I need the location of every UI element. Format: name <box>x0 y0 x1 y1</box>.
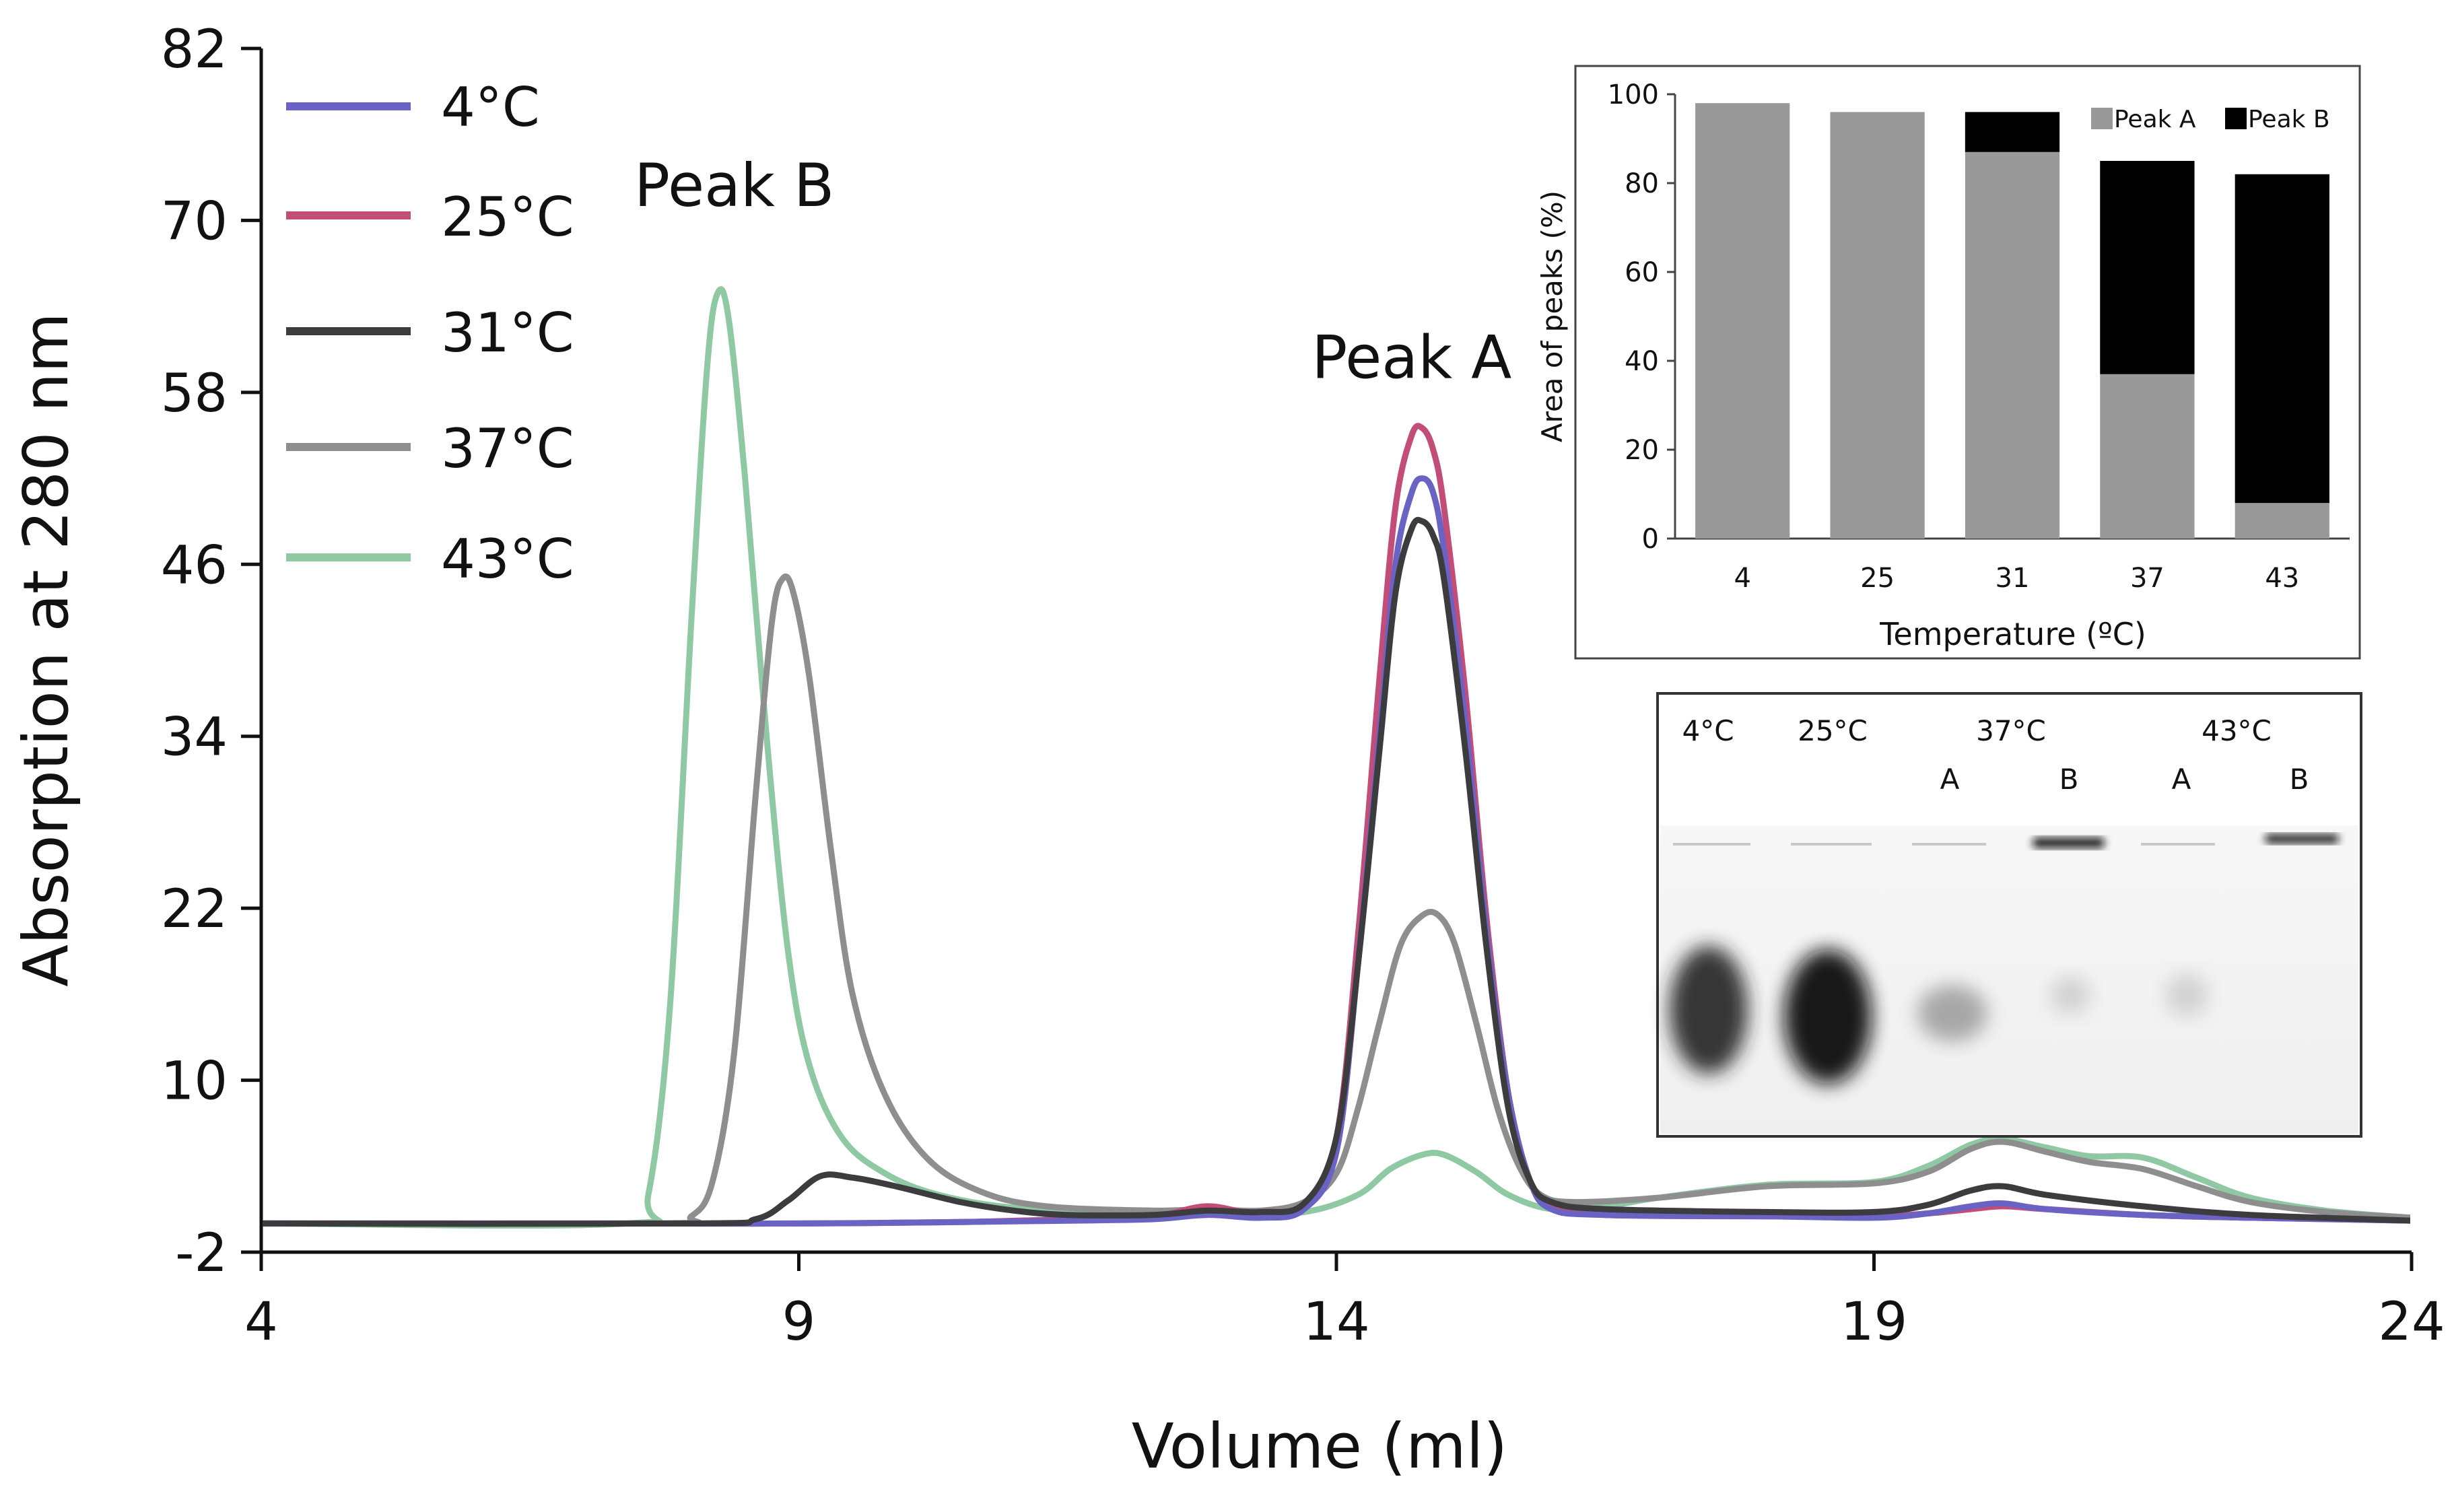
legend-item-43c: 43°C <box>286 528 574 590</box>
inset-bar-peak-b-43 <box>2235 174 2329 504</box>
inset-legend-label-peak-b: Peak B <box>2248 106 2330 133</box>
gel-body <box>1660 825 2358 1134</box>
gel-lane-label-4c: 4°C <box>1682 714 1734 747</box>
gel-band-4c <box>1670 946 1748 1074</box>
gel-lane-label-25c: 25°C <box>1798 714 1868 747</box>
series-line-4c <box>263 475 2410 1227</box>
gel-sublane-label-37c-b: B <box>2059 763 2079 796</box>
inset-x-tick-labels: 4 25 31 37 43 <box>1734 563 2299 594</box>
gel-lane-label-43c: 43°C <box>2202 714 2272 747</box>
gel-band-37c-a <box>1917 985 1987 1041</box>
inset-x-tick-label: 37 <box>2130 563 2165 594</box>
legend-item-37c: 37°C <box>286 417 574 480</box>
x-tick-label: 9 <box>782 1292 816 1352</box>
peak-b-annotation: Peak B <box>634 151 834 220</box>
gel-band-43c-b-top <box>2265 835 2338 843</box>
inset-legend: Peak A Peak B <box>2091 106 2330 133</box>
legend-label-43c: 43°C <box>441 528 574 590</box>
legend-item-25c: 25°C <box>286 186 574 248</box>
x-ticks: 4 9 14 19 24 <box>244 1252 2445 1352</box>
x-tick-label: 24 <box>2378 1292 2445 1352</box>
inset-x-tick-label: 31 <box>1996 563 2030 594</box>
inset-legend-label-peak-a: Peak A <box>2114 106 2196 133</box>
inset-y-tick-label: 60 <box>1625 257 1659 288</box>
inset-bar-peak-a-37 <box>2100 374 2195 539</box>
gel-bands <box>1670 835 2338 1084</box>
inset-bar-peak-b-37 <box>2100 161 2195 374</box>
inset-bar-peak-b-31 <box>1965 112 2060 152</box>
inset-bar-peak-a-25 <box>1830 112 1925 539</box>
inset-y-ticks: 0 20 40 60 80 100 <box>1608 79 1675 555</box>
inset-bar-peak-a-4 <box>1695 103 1790 539</box>
y-tick-label: 70 <box>161 191 228 252</box>
gel-band-37c-b-top <box>2033 838 2104 848</box>
inset-legend-swatch-peak-a <box>2091 108 2113 129</box>
gel-band-37c-b-faint <box>2050 976 2090 1014</box>
x-tick-label: 14 <box>1303 1292 1369 1352</box>
y-tick-label: 22 <box>161 879 228 940</box>
inset-y-tick-label: 20 <box>1625 435 1659 466</box>
y-ticks: -2 10 22 34 46 58 70 82 <box>161 20 261 1284</box>
chromatogram-series <box>263 286 2410 1229</box>
inset-y-tick-label: 0 <box>1642 524 1659 555</box>
inset-x-tick-label: 43 <box>2265 563 2299 594</box>
series-line-37c <box>263 573 2410 1227</box>
x-axis-title: Volume (ml) <box>1132 1410 1507 1482</box>
gel-band-25c <box>1784 949 1872 1084</box>
y-tick-label: 34 <box>161 708 228 768</box>
inset-x-tick-label: 4 <box>1734 563 1750 594</box>
y-tick-label: 10 <box>161 1052 228 1112</box>
inset-y-axis-title: Area of peaks (%) <box>1536 191 1569 442</box>
gel-lane-label-37c: 37°C <box>1976 714 2046 747</box>
inset-y-tick-label: 40 <box>1625 346 1659 377</box>
inset-y-tick-label: 100 <box>1608 79 1659 110</box>
y-tick-label: -2 <box>175 1223 228 1284</box>
x-tick-label: 19 <box>1841 1292 1907 1352</box>
legend-item-31c: 31°C <box>286 302 574 364</box>
y-tick-label: 58 <box>161 364 228 424</box>
gel-band-43c-a <box>2165 973 2208 1017</box>
legend-item-4c: 4°C <box>286 76 540 139</box>
series-line-31c <box>263 516 2410 1227</box>
inset-bar-peak-a-43 <box>2235 503 2329 539</box>
gel-sublane-label-37c-a: A <box>1940 763 1960 796</box>
inset-bars <box>1695 103 2329 539</box>
legend-label-25c: 25°C <box>441 186 574 248</box>
x-tick-label: 4 <box>244 1292 278 1352</box>
y-axis-title: Absorption at 280 nm <box>10 312 82 987</box>
inset-legend-swatch-peak-b <box>2225 108 2247 129</box>
inset-bar-peak-a-31 <box>1965 151 2060 539</box>
legend-label-37c: 37°C <box>441 417 574 480</box>
legend-label-31c: 31°C <box>441 302 574 364</box>
inset-x-axis-title: Temperature (ºC) <box>1879 616 2146 652</box>
gel-image-inset: 4°C 25°C 37°C 43°C A B A B <box>1656 692 2362 1138</box>
legend-label-4c: 4°C <box>441 76 540 139</box>
inset-bar-chart: 0 20 40 60 80 100 4 25 31 37 43 Area of peaks (%)… <box>1536 65 2361 660</box>
y-tick-label: 46 <box>161 535 228 596</box>
y-tick-label: 82 <box>161 20 228 80</box>
inset-x-tick-label: 25 <box>1860 563 1895 594</box>
inset-y-tick-label: 80 <box>1625 168 1659 199</box>
gel-sublane-label-43c-b: B <box>2290 763 2309 796</box>
legend: 4°C 25°C 31°C 37°C 43°C <box>286 76 574 590</box>
peak-a-annotation: Peak A <box>1311 323 1511 392</box>
gel-sublane-label-43c-a: A <box>2172 763 2191 796</box>
